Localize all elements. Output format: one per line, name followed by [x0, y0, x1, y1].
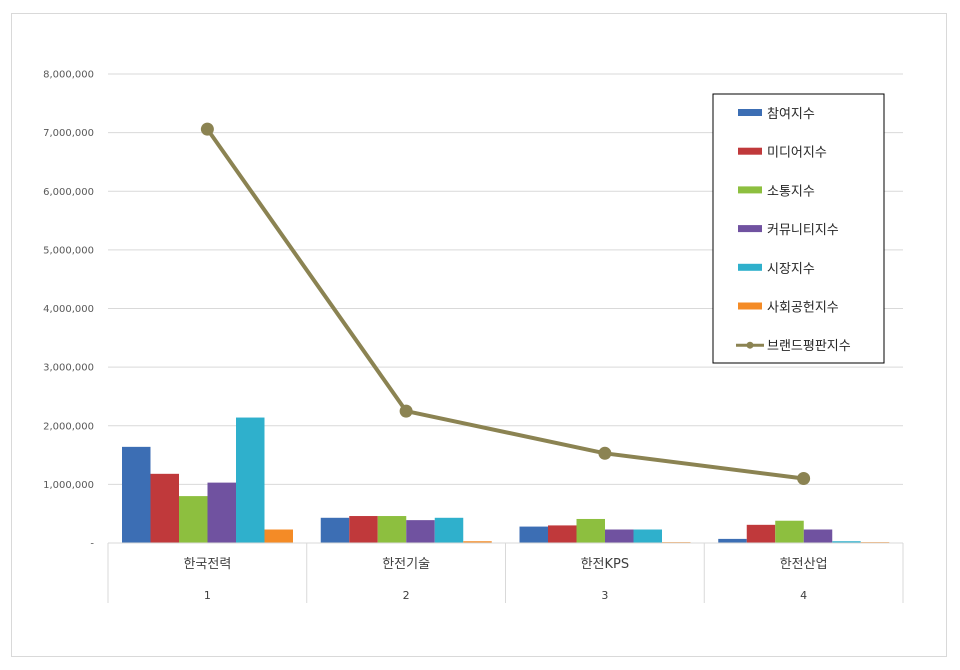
bar-참여지수	[122, 446, 151, 543]
bar-미디어지수	[548, 525, 577, 543]
legend-swatch	[738, 263, 762, 271]
bar-사회공헌지수	[463, 541, 492, 543]
y-tick-label: 7,000,000	[43, 128, 94, 139]
y-tick-label: 1,000,000	[43, 480, 94, 491]
legend-swatch	[738, 225, 762, 233]
legend-swatch	[738, 186, 762, 194]
legend-label: 커뮤니티지수	[767, 223, 839, 238]
x-category-label: 한전기술	[382, 557, 430, 572]
legend-box	[712, 93, 885, 364]
legend-label: 소통지수	[767, 184, 815, 199]
legend-swatch	[738, 109, 762, 116]
bar-미디어지수	[150, 473, 179, 543]
line-point	[200, 122, 214, 136]
x-category-index: 4	[800, 589, 807, 602]
x-category-label: 한전산업	[780, 557, 828, 572]
bar-시장지수	[236, 417, 265, 543]
x-category-index: 2	[403, 589, 410, 602]
y-tick-label: 3,000,000	[43, 363, 94, 374]
legend-label: 시장지수	[767, 262, 815, 277]
x-axis: 한국전력 1 한전기술 2 한전KPS 3 한전산업 4	[107, 542, 904, 603]
bar-커뮤니티지수	[803, 529, 833, 543]
series-line-브랜드평판지수	[205, 127, 804, 481]
bar-시장지수	[832, 541, 861, 543]
y-tick-label: -	[90, 539, 94, 550]
x-category-index: 1	[204, 589, 211, 602]
legend-swatch	[738, 147, 762, 155]
line-point	[797, 472, 811, 486]
bar-소통지수	[377, 516, 407, 543]
x-category-label: 한전KPS	[581, 557, 630, 572]
bar-시장지수	[633, 529, 662, 543]
y-tick-label: 6,000,000	[43, 187, 94, 198]
bar-소통지수	[576, 518, 605, 543]
x-category-index: 3	[601, 589, 608, 602]
y-tick-label: 2,000,000	[43, 421, 94, 432]
bar-커뮤니티지수	[406, 520, 435, 543]
bar-참여지수	[320, 517, 350, 543]
legend-label: 사회공헌지수	[767, 301, 839, 316]
line-series	[200, 122, 811, 486]
y-tick-label: 4,000,000	[43, 304, 94, 315]
line-point	[598, 446, 612, 460]
bar-series	[122, 417, 890, 543]
line-point	[399, 404, 413, 418]
bar-미디어지수	[746, 524, 776, 543]
bar-커뮤니티지수	[605, 529, 634, 543]
bar-참여지수	[519, 526, 548, 543]
y-tick-label: 5,000,000	[43, 245, 94, 256]
bar-소통지수	[179, 496, 208, 543]
legend-label: 참여지수	[767, 107, 815, 122]
legend-label: 미디어지수	[767, 146, 827, 161]
bar-참여지수	[718, 538, 747, 543]
x-category-label: 한국전력	[183, 557, 231, 572]
bar-시장지수	[434, 517, 464, 543]
y-axis-labels: - 1,000,000 2,000,000 3,000,000 4,000,000 5,0…	[43, 70, 94, 550]
bar-사회공헌지수	[264, 529, 293, 543]
bar-미디어지수	[349, 516, 378, 543]
legend-line-marker	[746, 341, 754, 349]
y-tick-label: 8,000,000	[43, 70, 94, 81]
legend-swatch	[738, 302, 762, 310]
bar-소통지수	[775, 520, 804, 543]
legend-label: 브랜드평판지수	[767, 339, 851, 354]
bar-커뮤니티지수	[207, 482, 236, 543]
